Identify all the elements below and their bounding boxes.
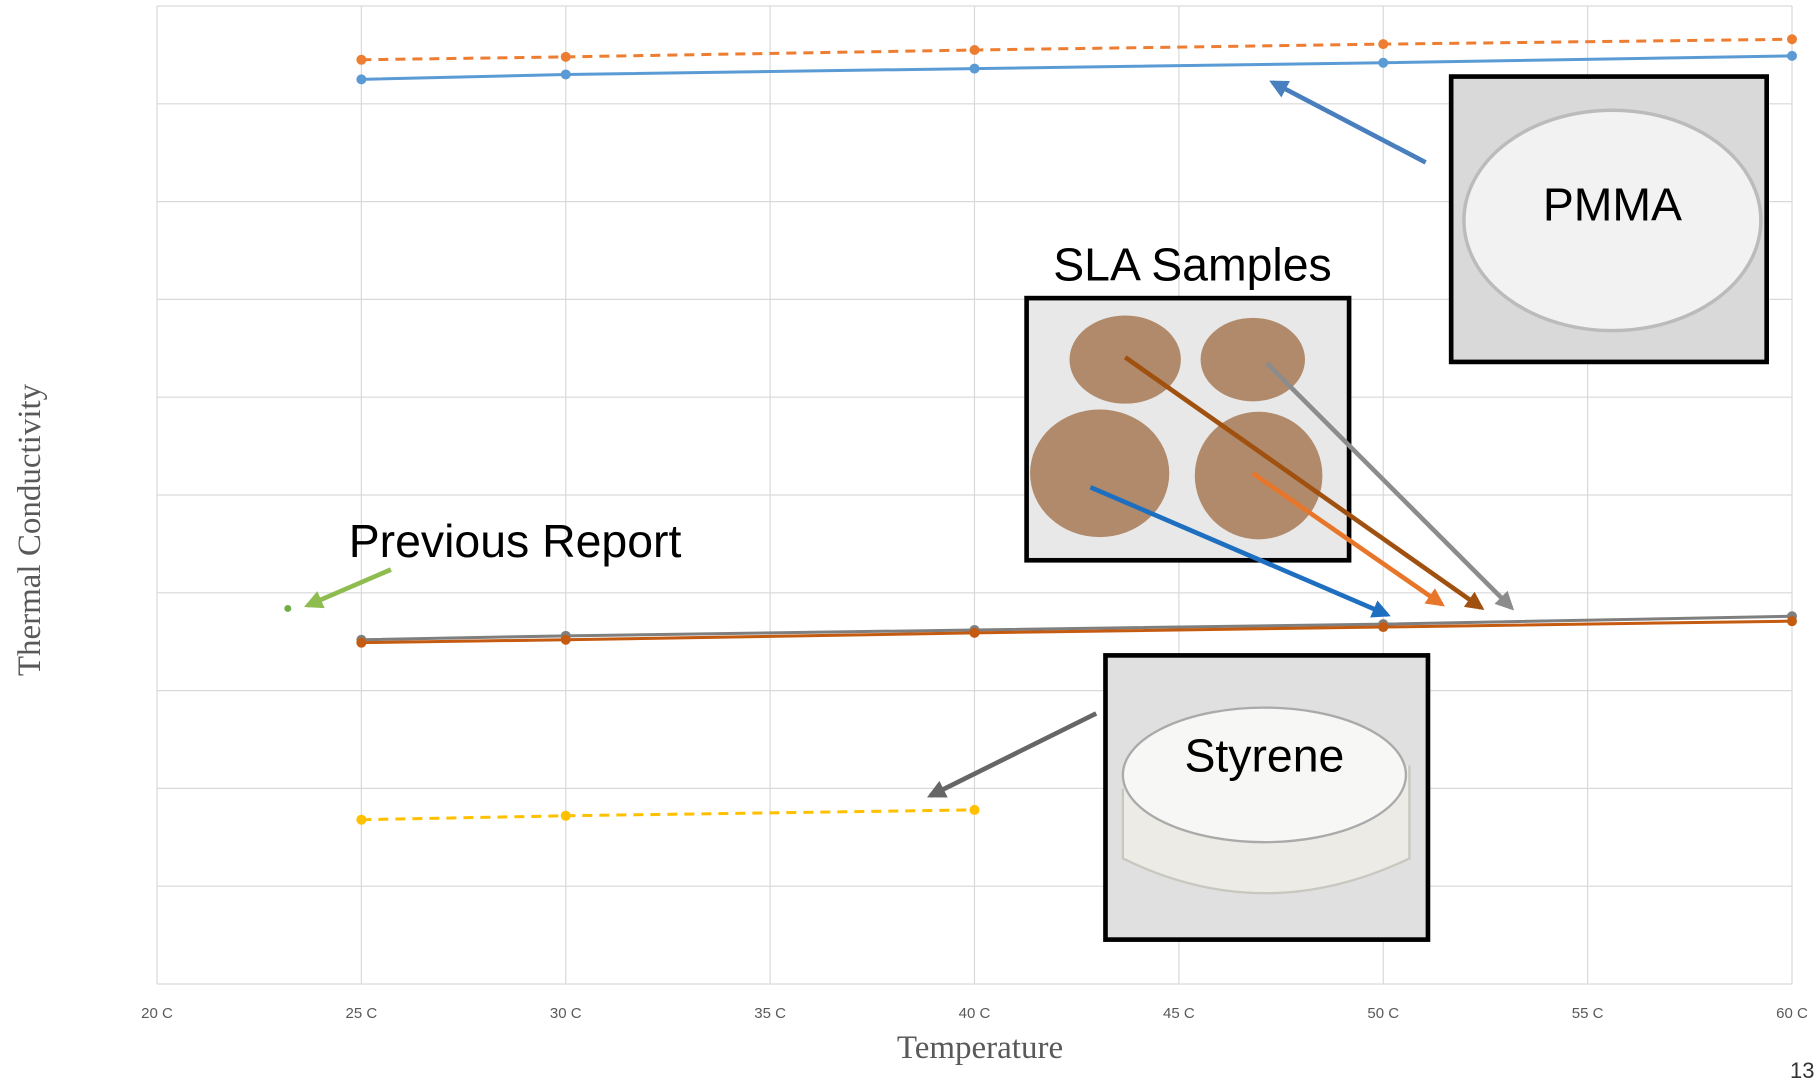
x-tick-label: 40 C [959,1005,991,1022]
x-tick-label: 35 C [754,1005,786,1022]
data-point [1378,39,1388,49]
arrow [930,713,1096,795]
chart: 20 C 25 C 30 C 35 C 40 C 45 C 50 C 55 C 60 C Tem… [0,0,1819,1081]
data-point [561,811,571,821]
data-point [1378,622,1388,632]
data-point [284,605,291,612]
data-point [561,635,571,645]
data-point [1378,58,1388,68]
series-line [361,616,1792,639]
annotation: Styrene [1184,729,1344,781]
series-line [361,621,1792,643]
data-point [356,74,366,84]
data-point [970,64,980,74]
series-line [361,810,974,820]
data-point [356,638,366,648]
x-tick-label: 20 C [141,1005,173,1022]
x-tick-label: 55 C [1572,1005,1604,1022]
arrow [1273,82,1426,162]
arrow [307,570,391,606]
page-number: 13 [1790,1058,1814,1081]
series-line [361,39,1792,60]
data-point [1787,616,1797,626]
data-point [1787,34,1797,44]
x-tick-label: 60 C [1776,1005,1808,1022]
x-axis-title: Temperature [897,1030,1063,1066]
annotations: PMMA SLA Samples Previous Report Styrene [307,77,1766,940]
sla-disc [1030,409,1169,537]
y-axis-title: Thermal Conductivity [12,383,48,676]
data-point [970,628,980,638]
data-point [561,52,571,62]
data-point [970,805,980,815]
x-tick-label: 45 C [1163,1005,1195,1022]
annotation: PMMA [1543,178,1682,230]
data-point [356,815,366,825]
annotation: SLA Samples [1053,239,1332,291]
data-point [1787,51,1797,61]
data-point [970,45,980,55]
x-tick-label: 25 C [346,1005,378,1022]
x-tick-label: 50 C [1367,1005,1399,1022]
x-tick-label: 30 C [550,1005,582,1022]
data-point [561,69,571,79]
annotation: Previous Report [349,515,682,567]
data-point [356,55,366,65]
